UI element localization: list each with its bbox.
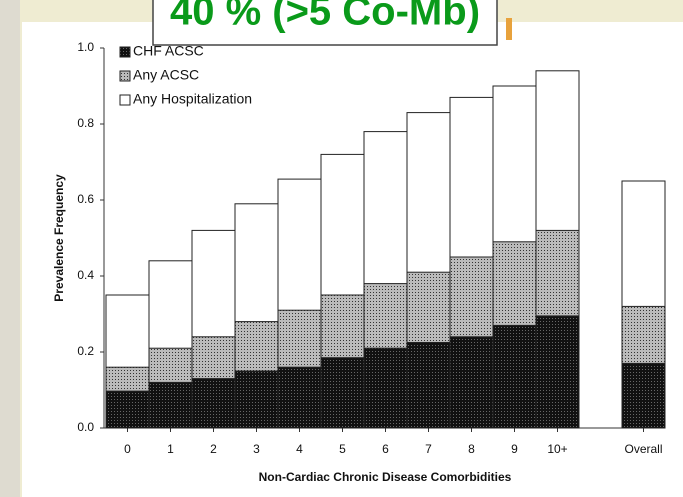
bar [234, 370, 279, 429]
legend-label: Any ACSC [133, 67, 199, 83]
bar [449, 336, 494, 429]
x-tick-label: 6 [382, 442, 389, 456]
x-tick-label: 7 [425, 442, 432, 456]
bar [277, 366, 322, 429]
x-tick-label: 0 [124, 442, 131, 456]
bar [105, 390, 150, 429]
legend-swatch [119, 70, 131, 82]
x-tick-label: 8 [468, 442, 475, 456]
bar [621, 362, 666, 429]
legend-swatch [119, 94, 131, 106]
bar [148, 381, 193, 429]
y-tick-label: 0.0 [77, 420, 94, 434]
slide-title: 40 % (>5 Co-Mb) [170, 0, 480, 34]
x-tick-label: Overall [624, 442, 662, 456]
bar [191, 378, 236, 429]
x-tick-label: 2 [210, 442, 217, 456]
bar [406, 342, 451, 429]
legend-swatch [119, 46, 131, 58]
x-tick-label: 4 [296, 442, 303, 456]
x-tick-label: 9 [511, 442, 518, 456]
x-tick-label: 1 [167, 442, 174, 456]
bar [363, 347, 408, 429]
y-tick-label: 1.0 [77, 40, 94, 54]
x-tick-label: 10+ [547, 442, 567, 456]
side-strip [0, 0, 20, 497]
x-axis-label: Non-Cardiac Chronic Disease Comorbiditie… [259, 470, 512, 484]
legend-label: Any Hospitalization [133, 91, 252, 107]
y-tick-label: 0.6 [77, 192, 94, 206]
y-tick-label: 0.2 [77, 344, 94, 358]
y-axis-label: Prevalence Frequency [52, 174, 66, 302]
x-tick-label: 3 [253, 442, 260, 456]
bar [492, 324, 537, 429]
y-tick-label: 0.8 [77, 116, 94, 130]
title-box [152, 0, 498, 46]
bar [320, 357, 365, 429]
decoration [506, 18, 512, 40]
legend-label: CHF ACSC [133, 43, 204, 59]
bar [535, 315, 580, 429]
y-tick-label: 0.4 [77, 268, 94, 282]
x-tick-label: 5 [339, 442, 346, 456]
